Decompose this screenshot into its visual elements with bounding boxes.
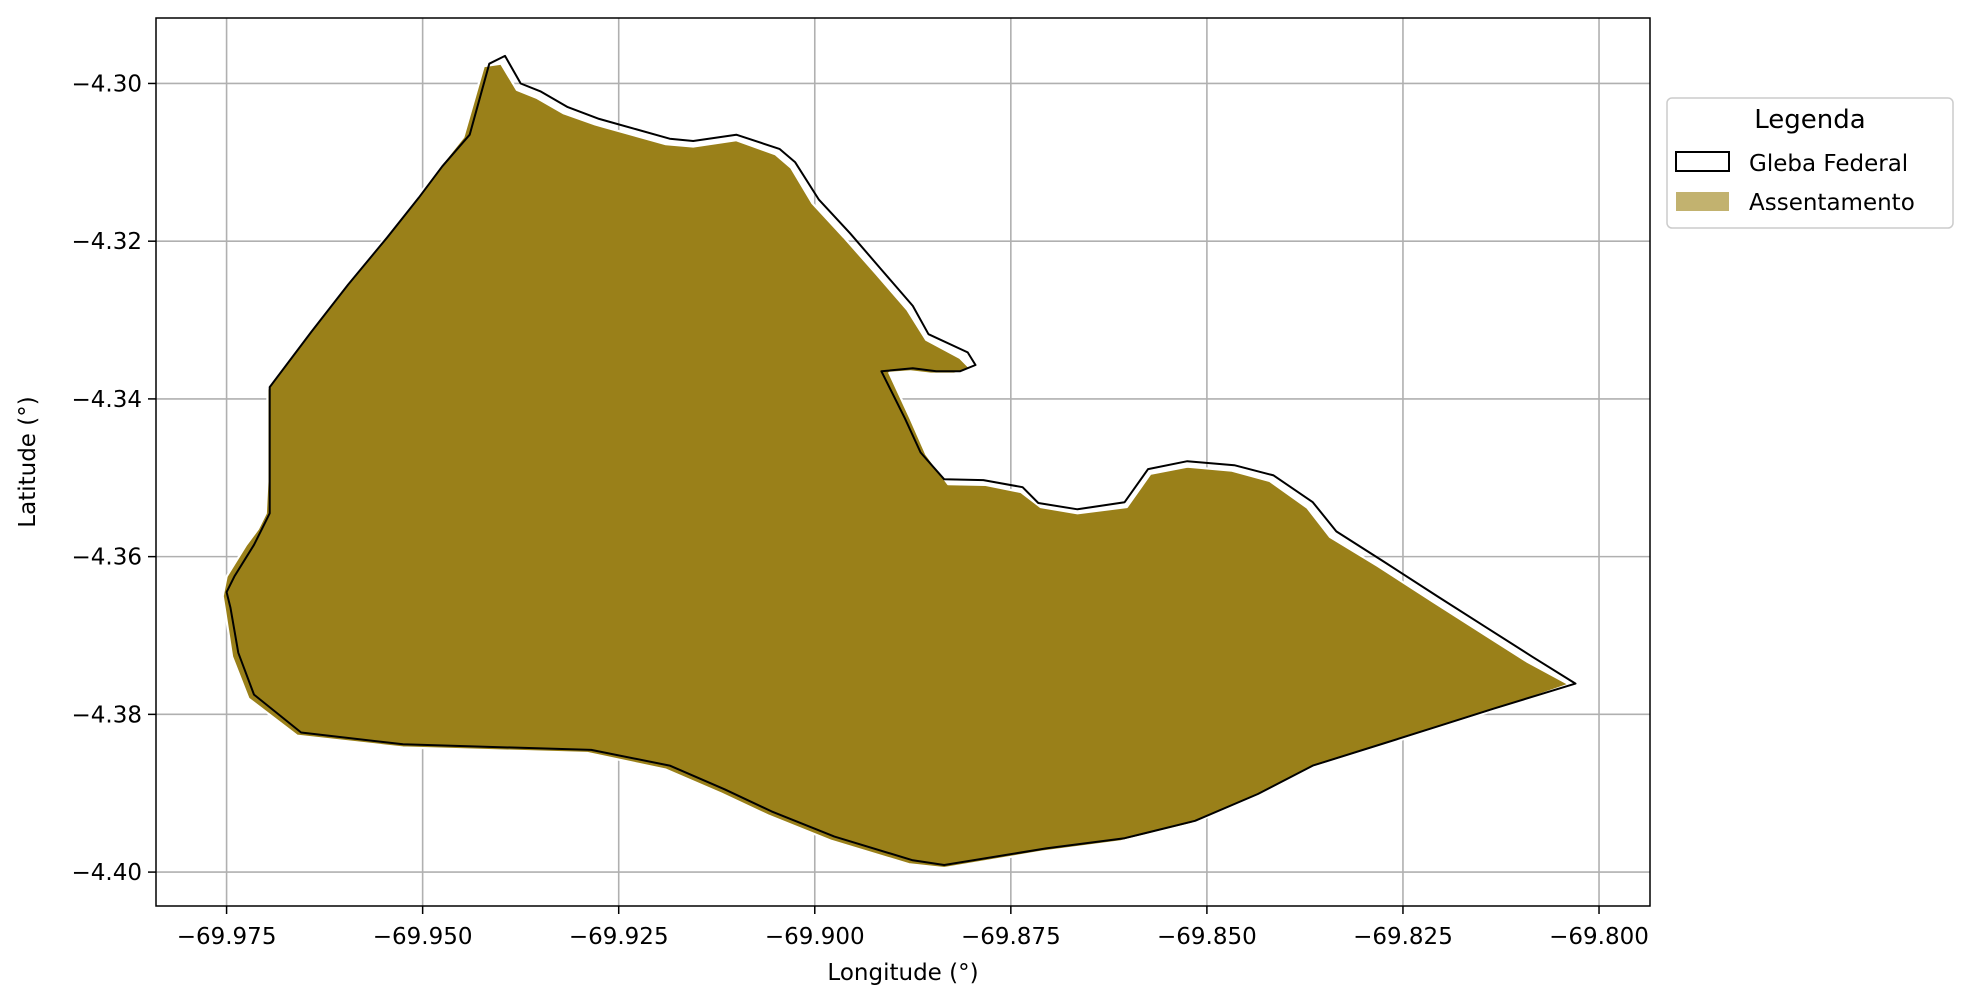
x-tick-label-3: −69.900 [765,924,865,950]
x-tick-label-6: −69.825 [1353,924,1453,950]
assentamento-polygon [221,62,1571,870]
y-tick-label-0: −4.30 [72,71,142,97]
x-tick-label-7: −69.800 [1549,924,1649,950]
legend-label-gleba-federal: Gleba Federal [1749,151,1908,177]
y-axis-ticks: −4.30 −4.32 −4.34 −4.36 −4.38 −4.40 [72,71,156,886]
legend-box [1666,97,1954,229]
x-tick-label-0: −69.975 [177,924,277,950]
legend-swatch-assentamento [1676,192,1729,211]
y-axis-label: Latitude (°) [15,396,41,527]
y-tick-label-2: −4.34 [72,387,142,413]
y-tick-label-1: −4.32 [72,229,142,255]
x-tick-label-4: −69.875 [961,924,1061,950]
y-tick-label-3: −4.36 [72,545,142,571]
legend: Legenda Gleba Federal Assentamento [1666,97,1954,229]
x-tick-label-1: −69.950 [373,924,473,950]
legend-swatch-gleba-federal [1675,151,1730,172]
y-tick-label-4: −4.38 [72,702,142,728]
gleba-federal-polygon [225,54,1577,866]
x-axis-label: Longitude (°) [827,960,978,986]
legend-title: Legenda [1754,105,1865,135]
y-tick-label-5: −4.40 [72,860,142,886]
x-axis-ticks: −69.975 −69.950 −69.925 −69.900 −69.875 −69.8… [177,906,1649,950]
map-layers [221,54,1577,870]
plot-frame [155,17,1651,907]
x-tick-label-5: −69.850 [1157,924,1257,950]
legend-label-assentamento: Assentamento [1749,190,1915,216]
x-tick-label-2: −69.925 [569,924,669,950]
